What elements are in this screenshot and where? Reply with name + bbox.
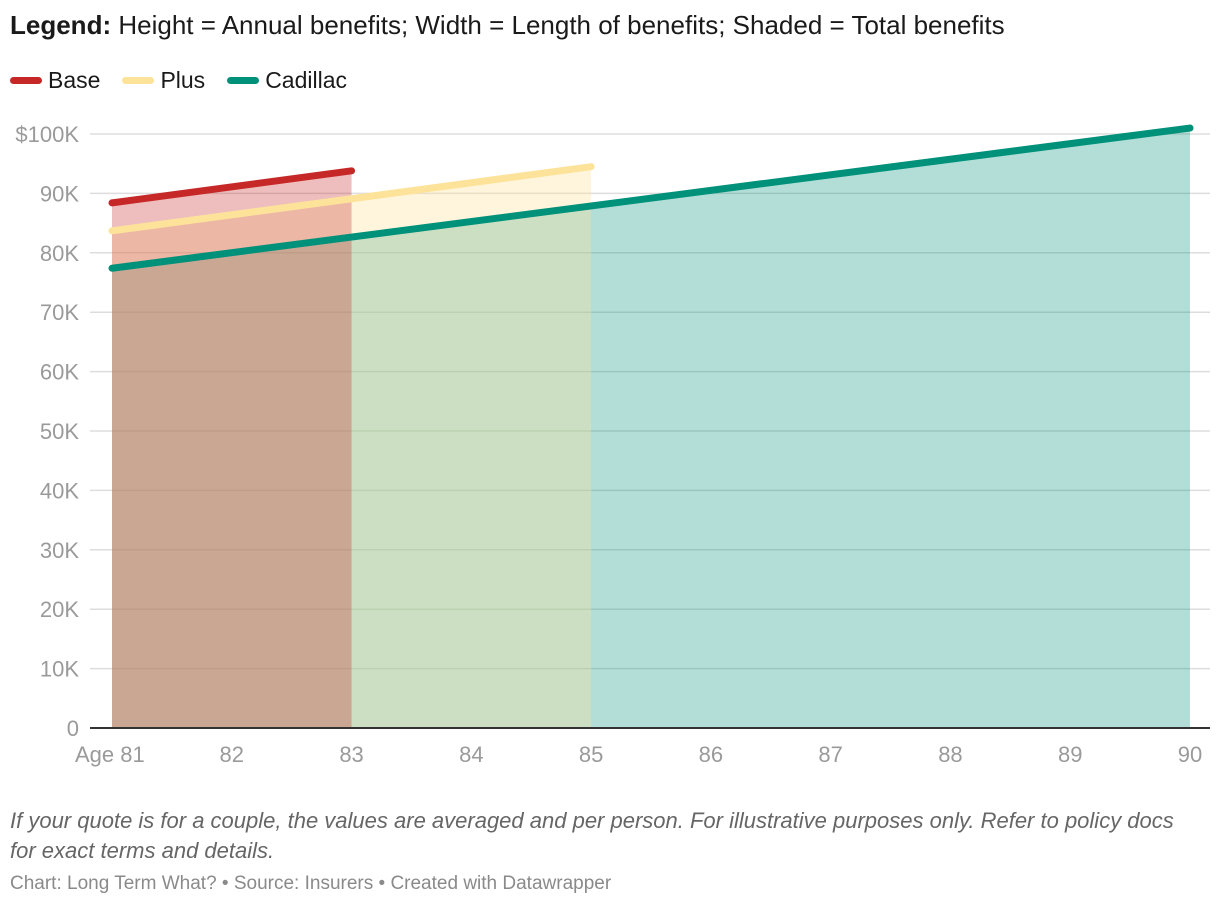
- y-tick-label: 20K: [40, 597, 79, 622]
- area-plus: [112, 166, 592, 729]
- area-base: [112, 170, 352, 728]
- footnote: If your quote is for a couple, the value…: [10, 808, 1174, 863]
- x-tick-label: 90: [1178, 742, 1202, 767]
- y-tick-label: 70K: [40, 300, 79, 325]
- y-tick-label: $100K: [15, 122, 79, 147]
- y-tick-label: 0: [67, 716, 79, 741]
- line-base: [108, 167, 356, 207]
- y-tick-label: 10K: [40, 657, 79, 682]
- x-tick-label: 87: [818, 742, 842, 767]
- legend-item-cadillac: Cadillac: [227, 67, 347, 94]
- y-tick-label: 30K: [40, 538, 79, 563]
- x-tick-label: 88: [938, 742, 962, 767]
- legend-label-cadillac: Cadillac: [265, 67, 348, 93]
- legend-text: Height = Annual benefits; Width = Length…: [118, 10, 1005, 40]
- x-tick-label: 89: [1058, 742, 1082, 767]
- x-tick-label: 82: [220, 742, 244, 767]
- legend-description: Legend: Height = Annual benefits; Width …: [10, 10, 1005, 41]
- line-cadillac: [108, 124, 1194, 272]
- legend-item-base: Base: [10, 67, 100, 94]
- x-tick-label: 85: [579, 742, 603, 767]
- y-tick-label: 90K: [40, 181, 79, 206]
- area-cadillac: [112, 128, 1190, 728]
- legend-label: Legend:: [10, 10, 112, 40]
- chart-credit: Chart: Long Term What? • Source: Insurer…: [10, 873, 612, 894]
- x-tick-label: 86: [699, 742, 723, 767]
- legend-item-plus: Plus: [122, 67, 205, 94]
- legend-swatch-cadillac: [227, 77, 260, 84]
- x-tick-label: 83: [339, 742, 363, 767]
- line-plus: [108, 163, 595, 235]
- y-tick-label: 60K: [40, 360, 79, 385]
- legend-label-plus: Plus: [160, 67, 206, 93]
- legend-swatch-plus: [122, 77, 155, 84]
- y-tick-label: 80K: [40, 241, 79, 266]
- legend-label-base: Base: [48, 67, 101, 93]
- x-tick-label: Age 81: [75, 742, 145, 767]
- legend-swatch-base: [10, 77, 42, 84]
- y-tick-label: 50K: [40, 419, 79, 444]
- series-legend: Base Plus Cadillac: [10, 67, 369, 94]
- y-tick-label: 40K: [40, 478, 79, 503]
- x-tick-label: 84: [459, 742, 483, 767]
- benefits-chart: 0 10K 20K 30K 40K 50K 60K 70K 80K 90K $100K Age 81 8…: [15, 122, 1210, 767]
